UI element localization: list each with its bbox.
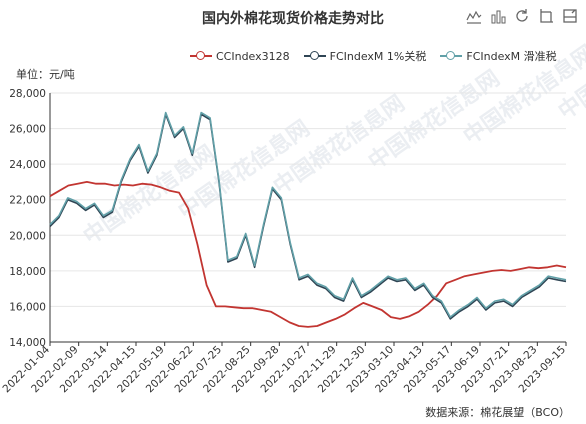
stack-icon[interactable] [538, 8, 554, 24]
data-source: 数据来源：棉花展望（BCO） [425, 406, 570, 419]
legend-item-fcindexm-1pct[interactable]: FCIndexM 1%关税 [303, 48, 427, 64]
series-line-ccindex [49, 180, 567, 328]
chart-legend: CCIndex3128 FCIndexM 1%关税 FCIndexM 滑准税 [190, 48, 557, 64]
legend-item-fcindexm-sliding[interactable]: FCIndexM 滑准税 [440, 48, 557, 64]
y-tick-label: 28,000 [9, 88, 46, 100]
y-tick-label: 16,000 [9, 301, 46, 313]
legend-symbol-ccindex [190, 51, 212, 61]
series-line-fcindexm-1pct [49, 113, 567, 320]
restore-icon[interactable] [514, 8, 530, 24]
legend-symbol-fcindexm-1pct [303, 51, 326, 61]
unit-label: 单位：元/吨 [16, 68, 75, 81]
legend-item-ccindex[interactable]: CCIndex3128 [190, 48, 290, 64]
y-tick-label: 26,000 [9, 124, 46, 136]
chart-title: 国内外棉花现货价格走势对比 [202, 11, 384, 27]
series-line-fcindexm-sliding [49, 111, 567, 318]
legend-label-ccindex: CCIndex3128 [216, 49, 290, 63]
y-tick-label: 20,000 [9, 230, 46, 242]
toolbox [466, 8, 578, 24]
y-tick-label: 22,000 [9, 195, 46, 207]
bar-chart-icon[interactable] [490, 8, 506, 24]
line-chart-icon[interactable] [466, 8, 482, 24]
legend-label-fcindexm-sliding: FCIndexM 滑准税 [466, 50, 557, 63]
y-tick-label: 24,000 [9, 159, 46, 171]
legend-label-fcindexm-1pct: FCIndexM 1%关税 [329, 50, 427, 63]
tiled-icon[interactable] [562, 8, 578, 24]
y-tick-label: 18,000 [9, 266, 46, 278]
legend-symbol-fcindexm-sliding [440, 51, 463, 61]
y-tick-label: 14,000 [9, 337, 46, 349]
